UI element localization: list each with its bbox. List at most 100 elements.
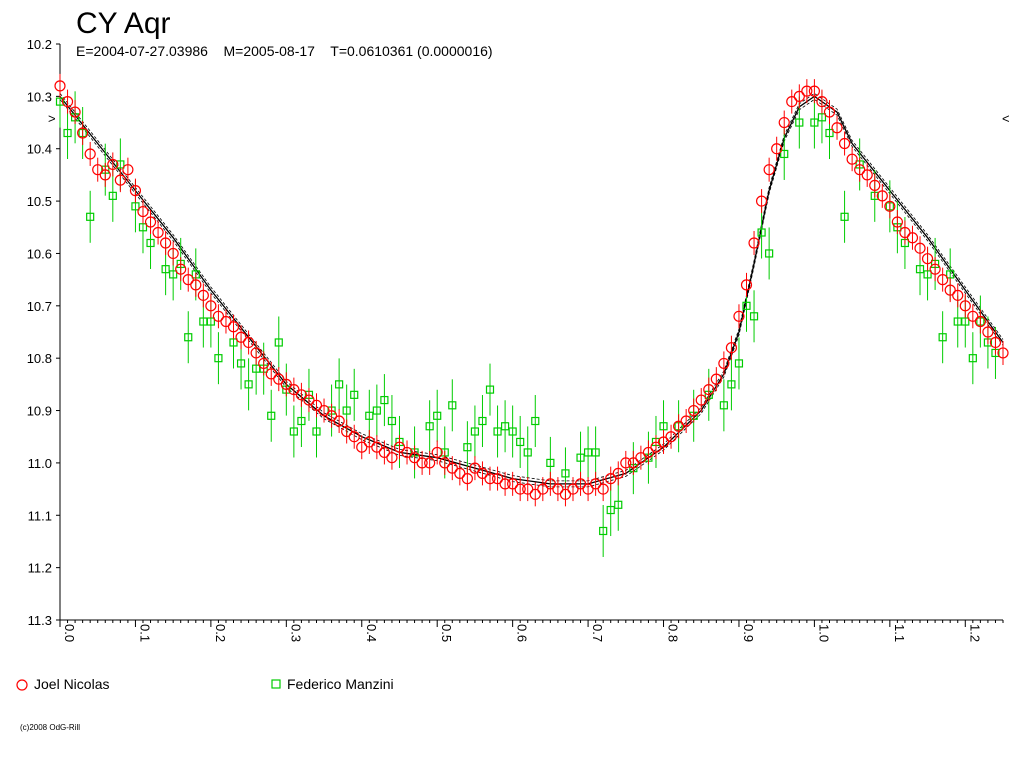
x-tick-label: 0.2 [213, 624, 228, 642]
data-point [265, 368, 277, 380]
x-tick-label: 0.1 [137, 624, 152, 642]
data-point [425, 422, 434, 431]
data-point [846, 153, 858, 165]
data-point [537, 483, 549, 495]
data-point [220, 315, 232, 328]
data-point [205, 300, 217, 312]
data-point [167, 247, 179, 260]
data-point [491, 473, 504, 485]
data-point [937, 274, 949, 286]
data-point [206, 317, 215, 326]
data-point [197, 289, 209, 301]
data-point [318, 404, 330, 417]
data-point [508, 427, 517, 436]
data-point [938, 333, 947, 342]
data-point [401, 446, 413, 459]
data-point [961, 317, 970, 326]
data-point [989, 336, 1002, 349]
data-point [974, 315, 986, 328]
data-point [612, 467, 624, 479]
data-point [371, 441, 383, 453]
y-tick-label: 10.7 [27, 299, 52, 314]
x-tick-label: 0.4 [364, 624, 379, 642]
data-point [342, 406, 351, 415]
data-point [946, 270, 955, 279]
data-point [92, 164, 104, 176]
y-tick-label: 10.6 [27, 246, 52, 261]
data-point [227, 321, 240, 333]
data-point [297, 416, 306, 426]
data-point [680, 415, 692, 427]
data-point [84, 148, 96, 160]
data-point [387, 416, 397, 426]
data-point [333, 415, 345, 427]
data-point [605, 473, 617, 485]
y-tick-label: 11.1 [28, 508, 52, 523]
data-point [529, 488, 541, 500]
data-point [485, 385, 495, 394]
data-point [433, 411, 442, 420]
data-point [967, 310, 979, 322]
x-tick-label: 0.7 [590, 624, 605, 642]
legend-label-federico-manzini: Federico Manzini [287, 676, 394, 692]
y-tick-label: 10.8 [27, 351, 52, 366]
data-point [582, 483, 594, 495]
data-point [869, 179, 881, 191]
data-marks [54, 73, 1009, 557]
x-tick-label: 0.6 [515, 624, 530, 642]
data-point [749, 312, 759, 321]
data-point [476, 467, 489, 479]
data-point [236, 359, 246, 368]
data-point [795, 118, 804, 127]
data-point [507, 478, 519, 490]
data-point [778, 116, 790, 129]
data-point [258, 357, 270, 370]
data-point [884, 200, 896, 212]
data-point [288, 384, 300, 396]
data-point [906, 232, 919, 244]
data-point [408, 452, 421, 464]
data-point [650, 441, 662, 453]
data-point [335, 380, 344, 389]
data-point [431, 446, 443, 459]
data-point [61, 95, 74, 108]
data-point [891, 216, 903, 228]
axes: 10.2 10.3 10.4 10.5 10.6 10.7 10.8 10.9 11.0 11.1… [27, 37, 1004, 642]
data-point [152, 226, 164, 239]
data-point [500, 422, 510, 431]
data-point [424, 457, 436, 469]
data-point [108, 191, 117, 200]
data-point [544, 478, 556, 490]
x-tick-label: 1.2 [967, 624, 982, 642]
data-point [817, 113, 827, 122]
data-point [854, 164, 866, 176]
data-point [567, 483, 579, 495]
data-point [899, 226, 911, 239]
data-point [54, 80, 66, 92]
data-point [574, 478, 587, 490]
data-point [325, 410, 338, 422]
x-tick-label: 0.5 [439, 624, 454, 642]
copyright-notice: (c)2008 OdG-Rill [20, 723, 80, 732]
data-point [771, 143, 783, 155]
data-point [695, 394, 707, 406]
data-point [182, 274, 194, 286]
data-point [635, 452, 647, 464]
data-point [416, 457, 428, 469]
y-tick-label: 10.9 [27, 404, 52, 419]
data-point [968, 354, 977, 363]
data-point [831, 122, 843, 134]
data-point [727, 380, 736, 389]
data-point [959, 300, 971, 312]
data-point [356, 441, 368, 453]
data-point [997, 347, 1009, 359]
data-point [742, 301, 751, 310]
data-point [516, 437, 525, 447]
data-point [733, 310, 745, 322]
y-tick-label: 10.2 [27, 37, 52, 52]
data-point [310, 399, 323, 411]
data-point [499, 478, 511, 490]
data-point [235, 331, 247, 343]
data-point [55, 97, 65, 106]
